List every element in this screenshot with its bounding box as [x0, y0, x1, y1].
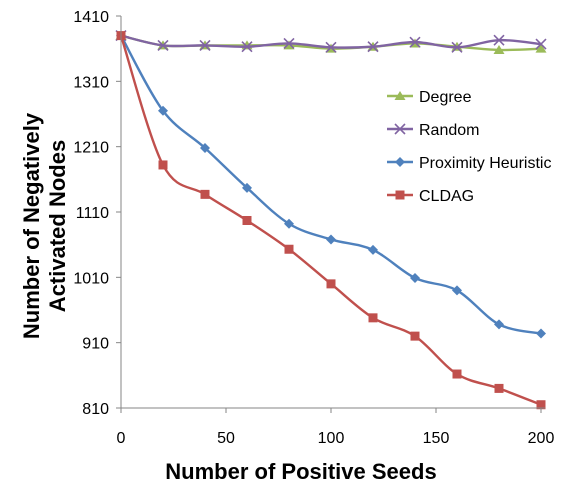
data-point-cldag [326, 279, 336, 289]
data-point-proximity-heuristic [368, 244, 378, 255]
legend-marker [394, 91, 406, 100]
data-point-proximity-heuristic [200, 142, 210, 153]
data-point-random [535, 38, 547, 50]
data-point-cldag [452, 369, 462, 379]
x-axis-ticks: 0 50 100 150 200 [117, 408, 555, 447]
data-point-cldag [242, 215, 252, 225]
data-point-random [283, 37, 295, 50]
legend-item-proximity-heuristic: Proximity Heuristic [387, 155, 551, 172]
x-tick-label: 200 [528, 430, 555, 447]
data-point-cldag [536, 400, 546, 410]
data-point-random [493, 34, 505, 46]
data-point-cldag [158, 160, 168, 170]
data-point-degree [535, 43, 547, 53]
data-point-proximity-heuristic [452, 285, 462, 296]
legend: Degree Random Proximity Heuristic CLDAG [387, 89, 551, 205]
x-tick-label: 50 [217, 430, 235, 447]
legend-label: Degree [419, 89, 472, 106]
data-point-random [409, 36, 421, 48]
legend-item-random: Random [387, 122, 479, 139]
data-point-cldag [284, 244, 294, 254]
legend-label: CLDAG [419, 188, 474, 205]
series-cldag [116, 31, 546, 410]
x-tick-label: 150 [423, 430, 450, 447]
y-axis-title-line-2: Activated Nodes [45, 140, 70, 312]
data-point-proximity-heuristic [494, 319, 504, 330]
data-point-cldag [410, 331, 420, 341]
legend-item-degree: Degree [387, 89, 472, 106]
data-point-cldag [368, 313, 378, 323]
legend-marker [394, 123, 406, 135]
data-point-cldag [200, 189, 210, 199]
y-tick-label: 1310 [73, 74, 109, 91]
series-line-proximity-heuristic [119, 35, 542, 335]
y-tick-label: 1110 [76, 205, 109, 222]
data-point-proximity-heuristic [326, 234, 336, 245]
legend-marker [395, 157, 405, 167]
x-tick-label: 0 [117, 430, 126, 447]
data-point-proximity-heuristic [284, 218, 294, 229]
legend-item-cldag: CLDAG [387, 188, 474, 205]
x-axis-title: Number of Positive Seeds [165, 459, 436, 484]
data-point-random [325, 41, 337, 53]
data-point-random [157, 39, 169, 51]
plot-area [115, 30, 547, 410]
legend-label: Random [419, 122, 479, 139]
data-point-random [241, 41, 253, 53]
legend-label: Proximity Heuristic [419, 155, 551, 172]
y-axis-title-line-1: Number of Negatively [19, 112, 44, 339]
data-point-degree [493, 44, 505, 54]
data-point-cldag [494, 383, 504, 393]
y-axis-ticks: 810 910 1010 1110 1210 1310 1410 [73, 9, 121, 418]
legend-marker [395, 190, 405, 200]
series-line-cldag [119, 35, 542, 406]
y-tick-label: 910 [82, 336, 109, 353]
data-point-random [451, 41, 463, 53]
data-point-proximity-heuristic [410, 272, 420, 283]
y-tick-label: 1210 [73, 140, 109, 157]
data-point-proximity-heuristic [242, 182, 252, 193]
y-tick-label: 1410 [73, 9, 109, 26]
data-point-random [367, 41, 379, 53]
data-point-proximity-heuristic [536, 328, 546, 339]
data-point-proximity-heuristic [158, 105, 168, 116]
data-point-random [199, 39, 211, 51]
y-tick-label: 810 [82, 401, 109, 418]
x-tick-label: 100 [318, 430, 345, 447]
y-tick-label: 1010 [73, 270, 109, 287]
series-proximity-heuristic [116, 30, 546, 339]
